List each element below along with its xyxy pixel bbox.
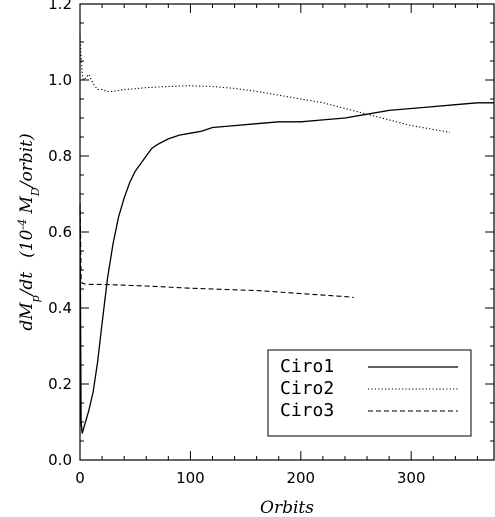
x-tick-label: 0 xyxy=(75,469,85,487)
y-axis-label-prefix: dM xyxy=(17,302,37,331)
y-axis-label-prefix-sub: p xyxy=(29,295,42,302)
legend-label-ciro1: Ciro1 xyxy=(280,356,334,377)
plot-area: 0 100 200 300 0.0 0.2 0.4 0.6 0.8 1.0 1.2 xyxy=(48,0,495,487)
x-tick-label: 100 xyxy=(176,469,205,487)
tick-layer: 0 100 200 300 0.0 0.2 0.4 0.6 0.8 1.0 1.2 xyxy=(48,0,494,487)
y-axis-label-units-exp: -4 xyxy=(16,219,29,230)
x-axis-label: Orbits xyxy=(260,498,314,517)
y-axis-label-units-mid: M xyxy=(17,195,37,218)
y-tick-label: 0.0 xyxy=(48,451,72,469)
y-axis-label-units-open: (10 xyxy=(17,229,37,257)
y-tick-label: 0.4 xyxy=(48,299,72,317)
y-tick-label: 0.8 xyxy=(48,147,72,165)
legend-box xyxy=(267,349,472,437)
y-axis-label-units-sub: D xyxy=(29,187,42,197)
series-layer xyxy=(79,34,494,434)
legend-label-ciro3: Ciro3 xyxy=(280,400,334,421)
x-tick-label: 200 xyxy=(286,469,315,487)
series-line-ciro2 xyxy=(79,34,450,133)
y-tick-label: 0.2 xyxy=(48,375,72,393)
x-tick-label: 300 xyxy=(397,469,426,487)
y-tick-label: 0.6 xyxy=(48,223,72,241)
legend-label-ciro2: Ciro2 xyxy=(280,378,334,399)
y-tick-label: 1.2 xyxy=(48,0,72,13)
y-axis-label-units-close: /orbit) xyxy=(17,133,37,189)
series-line-ciro3 xyxy=(79,193,354,298)
y-axis-label: dMp/dt (10-4 MD/orbit) xyxy=(16,133,42,330)
y-tick-label: 1.0 xyxy=(48,71,72,89)
y-axis-label-suffix: /dt xyxy=(17,272,37,298)
